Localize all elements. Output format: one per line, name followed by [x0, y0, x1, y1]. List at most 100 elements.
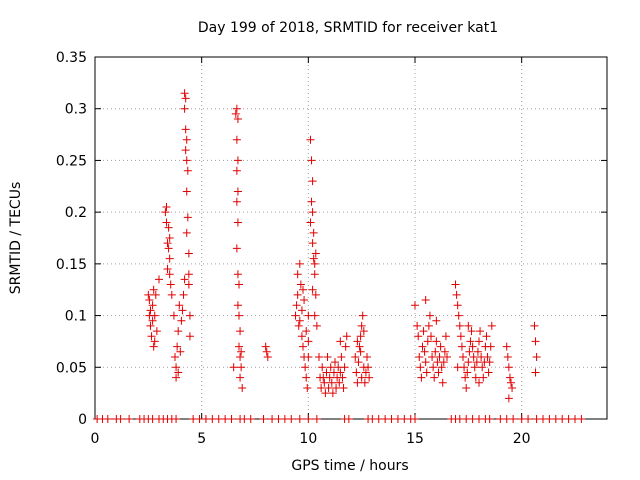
data-point: [462, 383, 471, 392]
data-point: [486, 342, 495, 351]
data-point: [431, 347, 440, 356]
data-point: [353, 337, 362, 346]
data-point: [149, 342, 158, 351]
data-point: [440, 347, 449, 356]
data-point: [416, 363, 425, 372]
data-point: [237, 363, 246, 372]
data-point: [309, 228, 318, 237]
data-point: [238, 383, 247, 392]
data-point: [233, 156, 242, 165]
data-point: [420, 347, 429, 356]
data-point: [429, 363, 438, 372]
data-point: [327, 378, 336, 387]
data-point: [484, 368, 493, 377]
data-point: [468, 342, 477, 351]
data-point: [184, 280, 193, 289]
data-point: [413, 321, 422, 330]
data-point: [233, 187, 242, 196]
data-point: [478, 363, 487, 372]
data-point: [231, 109, 240, 118]
data-point: [146, 306, 155, 315]
data-point: [235, 280, 243, 289]
data-point: [465, 347, 474, 356]
data-point: [183, 166, 192, 175]
y-tick-label: 0.3: [65, 102, 87, 118]
data-point: [443, 352, 451, 361]
data-point: [103, 415, 112, 423]
data-point: [232, 197, 241, 206]
y-tick-label: 0: [78, 412, 87, 428]
data-point: [236, 352, 245, 361]
data-point: [294, 321, 303, 330]
data-point: [355, 342, 364, 351]
data-point: [425, 311, 434, 320]
data-point: [311, 249, 320, 258]
data-point: [152, 327, 161, 336]
data-point: [246, 415, 255, 423]
data-point: [302, 327, 311, 336]
data-point: [180, 275, 189, 284]
data-point: [308, 208, 317, 217]
data-point: [262, 347, 271, 356]
data-point: [287, 415, 296, 423]
data-point: [172, 373, 181, 382]
data-point: [451, 280, 460, 289]
data-point: [530, 321, 539, 330]
axis-ticks: 0 5 10 15 20 0 0.05 0.1 0.15 0.2 0.25 0.3 0.35: [56, 50, 607, 447]
data-points: [93, 89, 586, 423]
data-point: [180, 104, 189, 113]
data-point: [147, 332, 156, 341]
data-point: [237, 347, 246, 356]
chart-title: Day 199 of 2018, SRMTID for receiver kat…: [198, 20, 498, 36]
data-point: [235, 342, 243, 351]
data-point: [148, 301, 157, 310]
data-point: [415, 352, 424, 361]
data-point: [165, 234, 174, 242]
data-point: [297, 306, 306, 315]
data-point: [145, 296, 154, 305]
data-point: [365, 373, 374, 382]
data-point: [292, 301, 301, 310]
data-point: [162, 218, 171, 227]
data-point: [335, 378, 344, 387]
data-point: [235, 311, 243, 320]
data-point: [508, 383, 517, 392]
data-point: [351, 352, 360, 361]
data-point: [439, 358, 448, 367]
y-tick-label: 0.1: [65, 309, 87, 325]
data-point: [181, 94, 190, 103]
data-point: [414, 332, 423, 341]
data-point: [419, 327, 428, 336]
data-point: [464, 358, 473, 367]
data-point: [411, 301, 419, 310]
data-point: [318, 363, 327, 372]
data-point: [504, 394, 513, 403]
data-point: [232, 104, 241, 113]
data-point: [150, 311, 159, 320]
y-tick-label: 0.25: [56, 153, 87, 169]
data-point: [502, 342, 511, 351]
data-point: [453, 301, 462, 310]
data-point: [467, 327, 476, 336]
data-point: [297, 332, 306, 341]
x-tick-label: 15: [406, 431, 424, 447]
data-point: [299, 285, 307, 294]
data-point: [184, 270, 193, 279]
data-point: [307, 156, 316, 165]
data-point: [336, 368, 345, 377]
data-point: [427, 332, 435, 341]
data-point: [303, 383, 312, 392]
data-point: [183, 213, 192, 222]
data-point: [229, 363, 238, 372]
x-tick-label: 5: [197, 431, 206, 447]
data-point: [432, 316, 441, 325]
data-point: [311, 290, 320, 299]
data-point: [325, 373, 334, 382]
data-point: [312, 415, 321, 423]
x-tick-label: 20: [513, 431, 531, 447]
data-point: [308, 285, 317, 294]
data-point: [457, 342, 466, 351]
data-point: [233, 270, 242, 279]
data-point: [310, 259, 319, 268]
data-point: [438, 378, 447, 387]
